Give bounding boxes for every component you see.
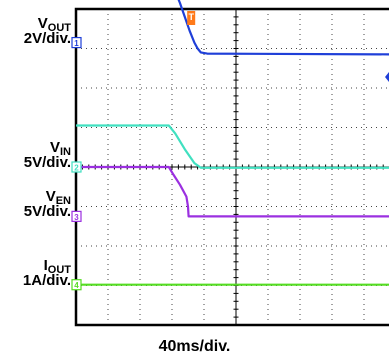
signal-name: VIN	[49, 139, 71, 158]
volts-per-div: 5V/div.	[23, 203, 71, 221]
channel-3-number: 3	[74, 213, 79, 222]
trigger-letter: T	[188, 12, 194, 22]
channel-2-number: 2	[74, 164, 79, 173]
volts-per-div: 1A/div.	[22, 271, 71, 289]
label-vin: VIN 5V/div.	[24, 140, 71, 170]
label-iout: IOUT 1A/div.	[23, 258, 71, 288]
label-vout: VOUT 2V/div.	[24, 16, 71, 46]
trace-ven	[76, 165, 389, 218]
channel-1-number: 1	[74, 39, 79, 48]
offset-arrow-icon	[385, 72, 389, 82]
volts-per-div: 5V/div.	[23, 154, 71, 171]
waveform-traces	[76, 0, 389, 286]
channel-markers: 1 2 3 4	[71, 36, 389, 291]
channel-1-marker	[71, 36, 82, 49]
trace-vin	[76, 124, 389, 169]
trigger-marker: T	[187, 11, 196, 25]
channel-4-number: 4	[74, 281, 79, 290]
channel-3-marker	[71, 210, 82, 222]
channel-2-marker	[71, 161, 82, 173]
volts-per-div: 2V/div.	[23, 29, 71, 47]
trigger-icon	[187, 11, 196, 25]
signal-name: VEN	[45, 188, 71, 208]
signal-name: VOUT	[37, 14, 71, 34]
signal-name: IOUT	[43, 256, 71, 276]
time-scale-label: 40ms/div.	[158, 338, 231, 355]
channel-4-marker	[71, 279, 82, 291]
label-ven: VEN 5V/div.	[24, 189, 71, 219]
